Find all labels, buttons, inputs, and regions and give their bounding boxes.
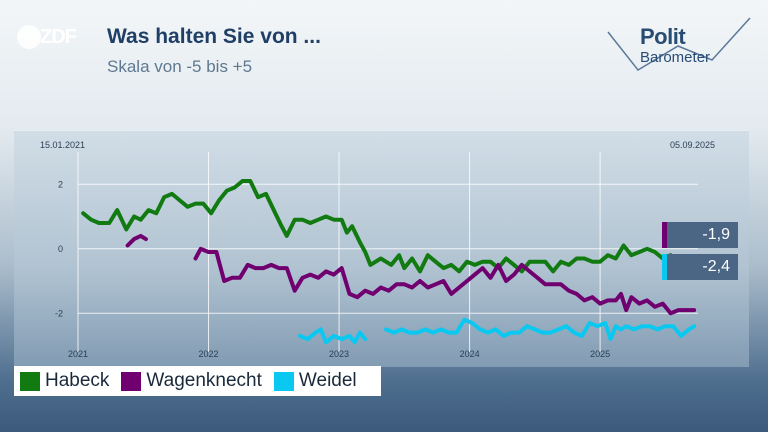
weidel-line-segment-1 (384, 317, 697, 342)
end-date-label: 05.09.2025 (670, 140, 716, 150)
chart-legend: Habeck Wagenknecht Weidel (14, 366, 381, 396)
habeck-line-segment-0 (81, 179, 689, 274)
legend-label-habeck: Habeck (45, 370, 110, 391)
chart-title: Was halten Sie von ... (107, 25, 321, 48)
y-tick-label-1: 0 (58, 244, 63, 254)
legend-label-wagenknecht: Wagenknecht (146, 370, 262, 391)
legend-swatch-wagenknecht (121, 371, 142, 391)
x-tick-label-2021: 2021 (68, 349, 88, 359)
x-tick-label-2022: 2022 (199, 349, 219, 359)
legend-swatch-habeck (20, 371, 40, 391)
brand-subtitle: Barometer (640, 49, 711, 66)
wagenknecht-line-segment-0 (125, 233, 148, 248)
zdf-logo (17, 25, 41, 49)
politbarometer-logo (607, 17, 751, 71)
legend-item-wagenknecht: Wagenknecht (121, 370, 262, 392)
legend-swatch-weidel (273, 371, 294, 391)
brand-title: Polit (640, 24, 686, 49)
wagenknecht-value-badge: -1,9 (662, 222, 738, 248)
legend-item-weidel: Weidel (273, 370, 357, 392)
legend-label-weidel: Weidel (298, 370, 357, 391)
zdf-logo-text: ZDF (40, 26, 77, 48)
start-date-label: 15.01.2021 (40, 140, 86, 150)
x-tick-label-2023: 2023 (329, 349, 349, 359)
wagenknecht-badge-color-bar (662, 222, 667, 248)
weidel-value-badge: -2,4 (662, 254, 738, 280)
weidel-line-segment-0 (297, 327, 368, 345)
y-tick-label-0: 2 (58, 179, 63, 189)
x-tick-label-2024: 2024 (460, 349, 480, 359)
legend-item-habeck: Habeck (20, 370, 109, 392)
wagenknecht-value: -1,9 (702, 226, 730, 243)
weidel-value: -2,4 (702, 258, 730, 275)
chart-subtitle: Skala von -5 bis +5 (107, 57, 253, 76)
weidel-badge-color-bar (662, 254, 667, 280)
y-tick-label-2: -2 (55, 308, 63, 318)
wagenknecht-line-segment-1 (193, 246, 697, 316)
x-tick-label-2025: 2025 (590, 349, 610, 359)
